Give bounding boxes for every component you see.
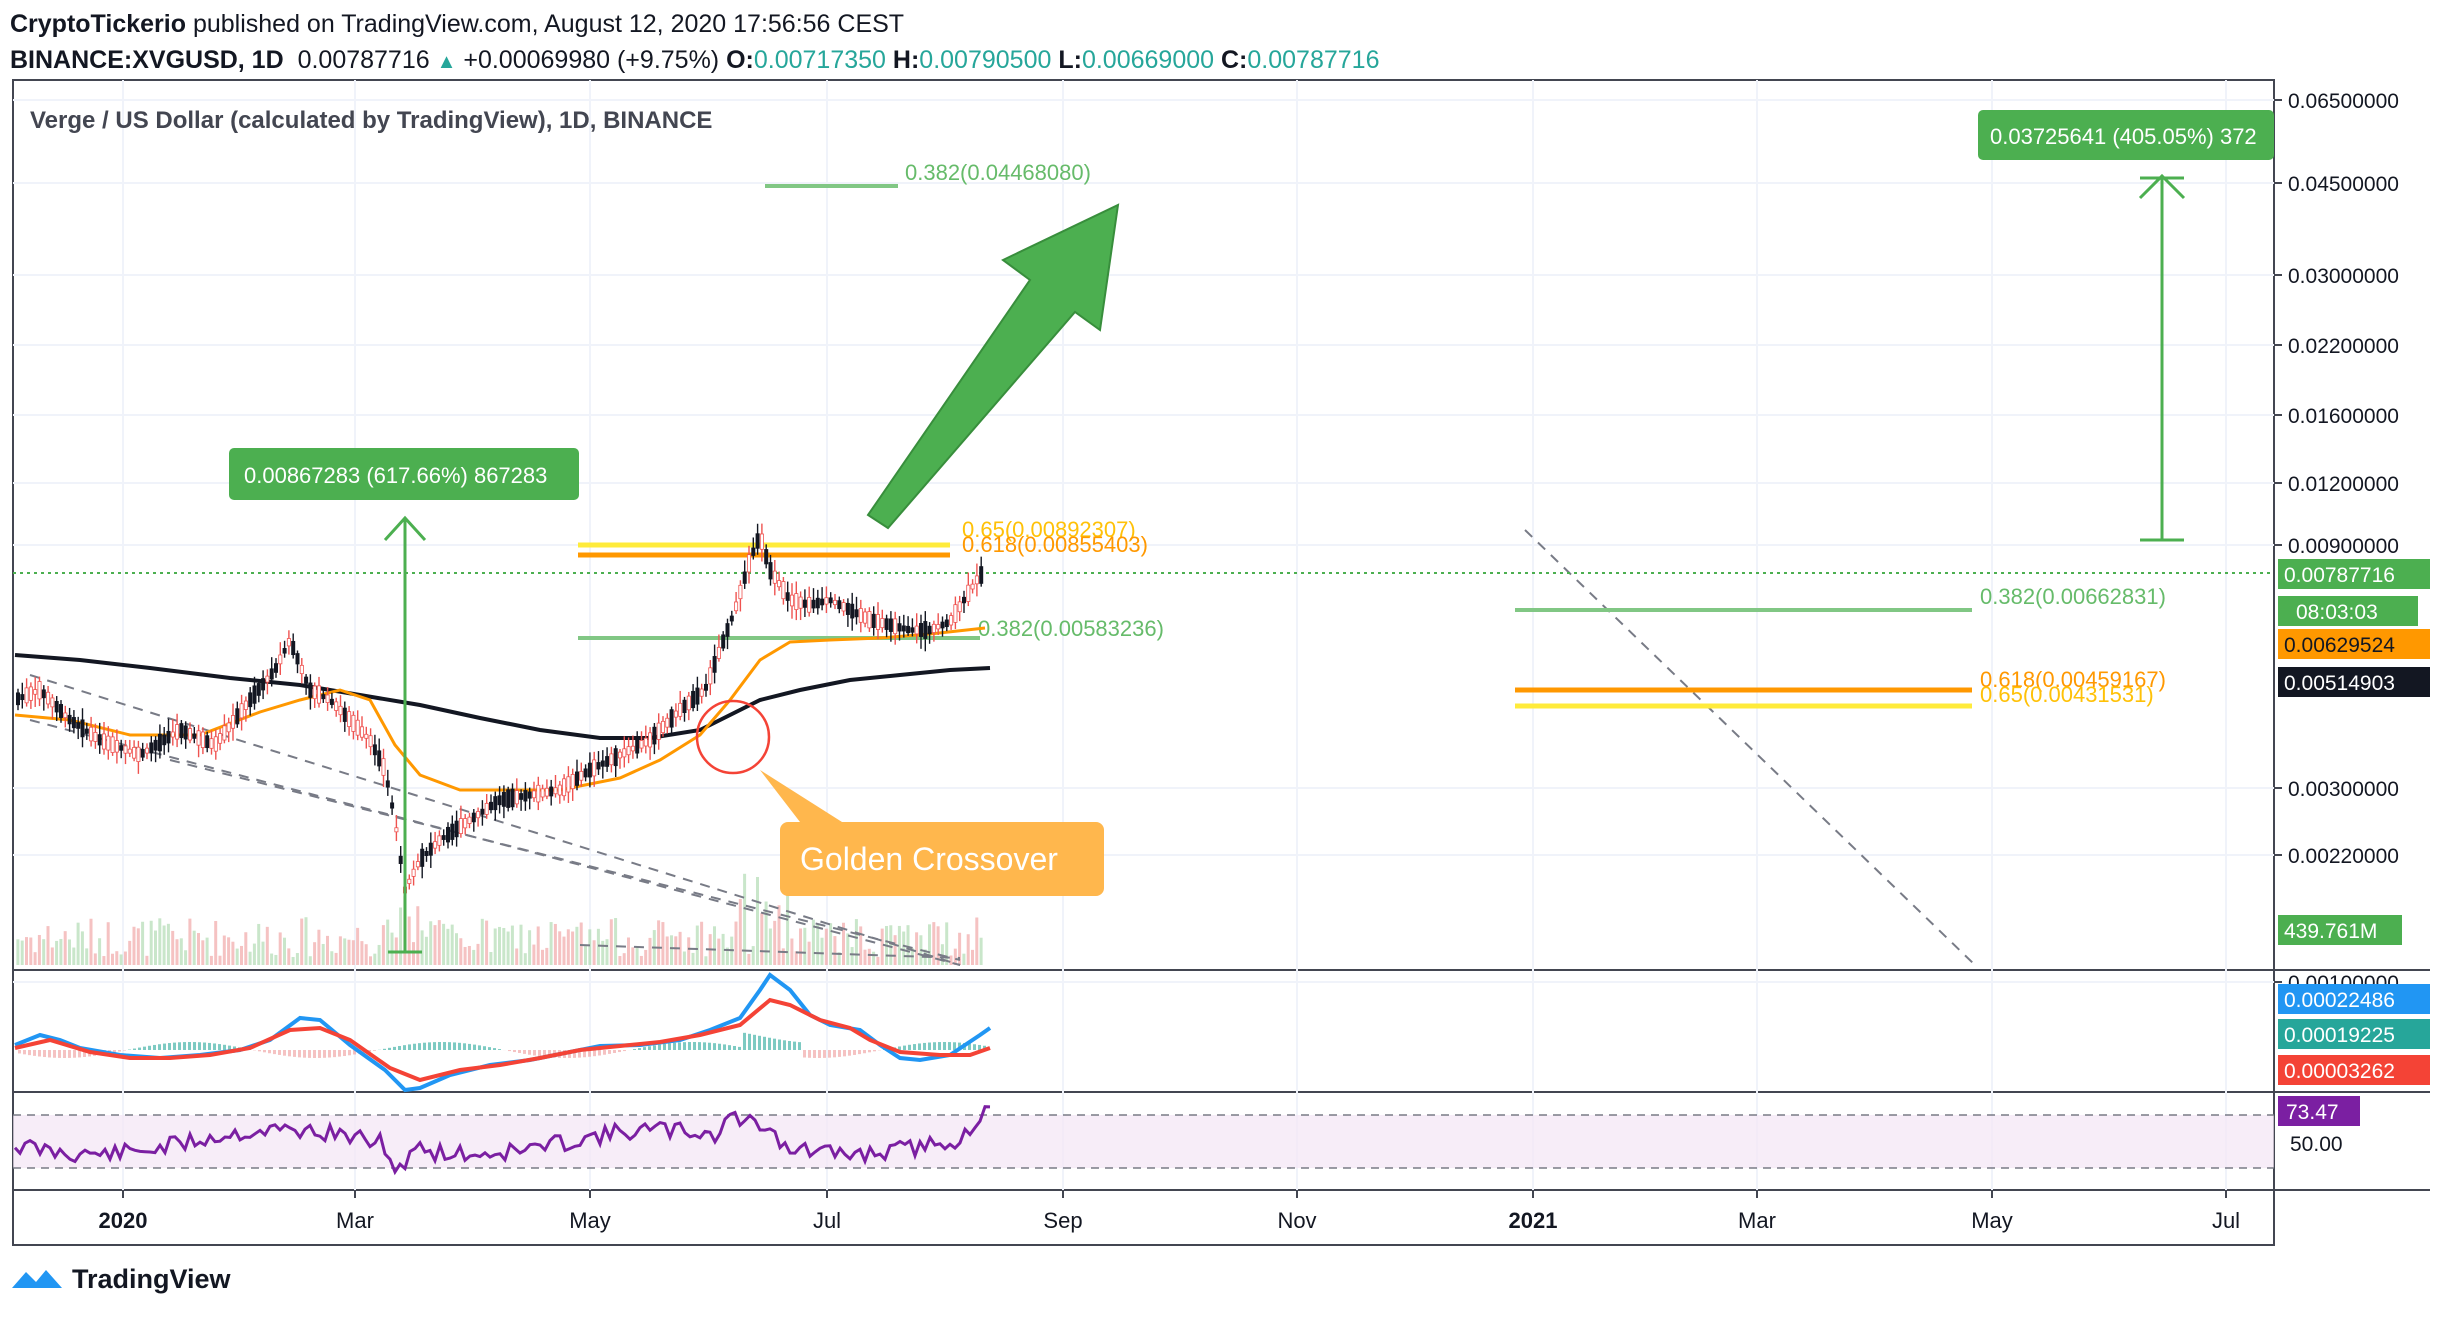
volume-badge <box>2278 915 2402 945</box>
ohlc-line: BINANCE:XVGUSD, 1D 0.00787716 ▲ +0.00069… <box>10 42 1379 80</box>
chart-header: CryptoTickerio published on TradingView.… <box>10 6 1379 80</box>
last-price-badge <box>2278 559 2430 589</box>
time-axis-label: Mar <box>1738 1208 1776 1233</box>
time-axis-label: 2020 <box>99 1208 148 1233</box>
golden-crossover-callout[interactable]: Golden Crossover <box>760 770 1104 896</box>
candlesticks[interactable] <box>15 523 984 904</box>
right-measure-label: 0.03725641 (405.05%) 372 <box>1990 124 2257 149</box>
fib-mid-618-label: 0.618(0.00855403) <box>962 532 1148 557</box>
fib-right-618-label: 0.618(0.00459167) <box>1980 667 2166 692</box>
grid-lines <box>13 80 2274 1190</box>
hist-badge-text: 0.00003262 <box>2284 1060 2395 1083</box>
rsi-badge <box>2278 1096 2360 1126</box>
time-axis-label: Sep <box>1043 1208 1082 1233</box>
left-measure-label: 0.00867283 (617.66%) 867283 <box>244 463 547 488</box>
open-label: O: <box>726 46 754 74</box>
fib-mid-65-label: 0.65(0.00892307) <box>962 517 1136 542</box>
up-triangle-icon: ▲ <box>436 51 457 73</box>
price-axis-label: 0.03000000 <box>2288 265 2399 288</box>
ema-badge-text: 0.00629524 <box>2284 634 2395 657</box>
time-axis-label: May <box>1971 1208 2013 1233</box>
price-axis-label: 0.00220000 <box>2288 845 2399 868</box>
fib-right-382-label: 0.382(0.00662831) <box>1980 584 2166 609</box>
symbol-label[interactable]: BINANCE:XVGUSD, 1D <box>10 46 284 74</box>
price-axis-label: 0.01200000 <box>2288 473 2399 496</box>
open-value: 0.00717350 <box>753 46 886 74</box>
trendline-5[interactable] <box>1524 529 1976 966</box>
volume-badge-text: 439.761M <box>2284 920 2377 943</box>
time-axis-label: Nov <box>1277 1208 1316 1233</box>
rsi-line[interactable] <box>13 1105 991 1176</box>
macd-signal-badge-text: 0.00019225 <box>2284 1024 2395 1047</box>
tradingview-footer[interactable]: TradingView <box>10 1262 231 1296</box>
ema-badge <box>2278 629 2430 659</box>
callout-pointer <box>760 770 842 822</box>
time-axis-label: Jul <box>2212 1208 2240 1233</box>
sma-200-line[interactable] <box>14 653 991 740</box>
price-change: +0.00069980 (+9.75%) <box>463 46 720 74</box>
trendline-3[interactable] <box>169 759 961 961</box>
ema-50-line[interactable] <box>14 626 986 792</box>
time-axis[interactable]: 2020 Mar May Jul Sep Nov 2021 Mar May Jul <box>99 1190 2241 1233</box>
high-label: H: <box>892 46 920 74</box>
macd-badge-text: 0.00022486 <box>2284 989 2395 1012</box>
time-axis-label: May <box>569 1208 611 1233</box>
publish-info: published on TradingView.com, August 12,… <box>192 10 905 38</box>
price-axis-label: 0.00300000 <box>2288 778 2399 801</box>
macd-signal-line[interactable] <box>14 997 991 1083</box>
volume-bars <box>16 873 983 965</box>
low-value: 0.00669000 <box>1081 46 1215 74</box>
tradingview-logo-icon <box>12 1270 62 1288</box>
countdown-badge-text: 08:03:03 <box>2296 601 2378 624</box>
price-axis-label: 0.00900000 <box>2288 535 2399 558</box>
macd-line[interactable] <box>14 972 992 1093</box>
fib-mid-382-label: 0.382(0.00583236) <box>978 616 1164 641</box>
rsi-badge-text: 73.47 <box>2286 1101 2339 1124</box>
low-label: L: <box>1058 46 1082 74</box>
trendline-2[interactable] <box>29 719 961 966</box>
price-axis-label: 0.06500000 <box>2288 90 2399 113</box>
dashed-trendlines <box>29 529 1976 966</box>
macd-badge <box>2278 984 2430 1014</box>
price-axis[interactable]: 0.06500000 0.04500000 0.03000000 0.02200000… <box>2274 90 2399 995</box>
price-axis-label: 0.02200000 <box>2288 335 2399 358</box>
right-measure-badge <box>1978 110 2274 160</box>
callout-text: Golden Crossover <box>800 841 1058 877</box>
macd-signal-badge <box>2278 1019 2430 1049</box>
fib-top-label: 0.382(0.04468080) <box>905 160 1091 185</box>
crossover-circle[interactable] <box>695 699 771 775</box>
last-price-badge-text: 0.00787716 <box>2284 564 2395 587</box>
sma-badge <box>2278 667 2430 697</box>
close-value: 0.00787716 <box>1247 46 1380 74</box>
hist-badge <box>2278 1055 2430 1085</box>
high-value: 0.00790500 <box>919 46 1052 74</box>
price-axis-label: 0.01600000 <box>2288 405 2399 428</box>
last-price: 0.00787716 <box>297 46 430 74</box>
price-axis-label: 0.04500000 <box>2288 173 2399 196</box>
tradingview-brand: TradingView <box>72 1263 231 1294</box>
big-green-arrow-icon[interactable] <box>866 203 1120 530</box>
right-measure-tool[interactable]: 0.03725641 (405.05%) 372 <box>1978 110 2274 542</box>
publish-line: CryptoTickerio published on TradingView.… <box>10 6 1379 42</box>
callout-box <box>780 822 1104 896</box>
sma-badge-text: 0.00514903 <box>2284 672 2395 695</box>
close-label: C: <box>1221 46 1248 74</box>
trendline-4[interactable] <box>579 944 961 959</box>
chart-title: Verge / US Dollar (calculated by Trading… <box>30 107 712 134</box>
left-measure-tool[interactable]: 0.00867283 (617.66%) 867283 <box>229 448 579 954</box>
chart-frame <box>12 79 2275 1246</box>
time-axis-label: 2021 <box>1509 1208 1558 1233</box>
macd-histogram <box>18 1032 986 1058</box>
fib-right-65-label: 0.65(0.00431531) <box>1980 682 2154 707</box>
price-badges: 0.00787716 08:03:03 0.00629524 0.0051490… <box>2278 559 2430 1156</box>
rsi-level-text: 50.00 <box>2290 1133 2343 1156</box>
time-axis-label: Jul <box>813 1208 841 1233</box>
left-measure-badge <box>229 448 579 500</box>
time-axis-label: Mar <box>336 1208 374 1233</box>
countdown-badge <box>2278 596 2418 626</box>
author-name[interactable]: CryptoTickerio <box>10 10 186 38</box>
